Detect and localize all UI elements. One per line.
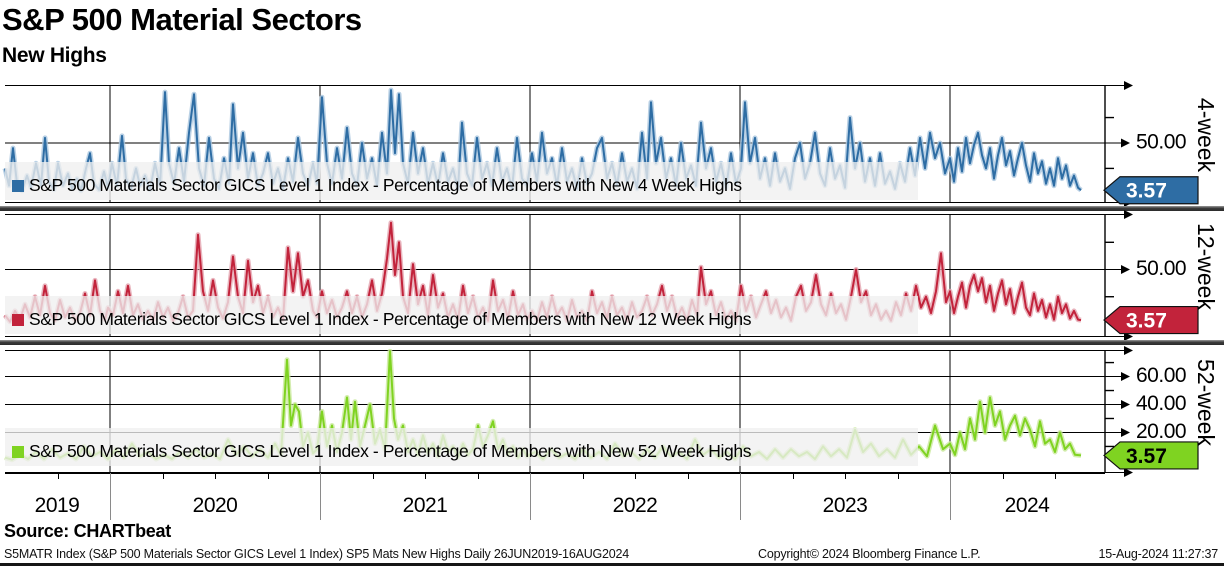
x-tick-label-2023: 2023 <box>822 494 868 517</box>
footer-timestamp: 15-Aug-2024 11:27:37 <box>1098 547 1219 561</box>
quarter-tick <box>687 473 689 479</box>
last-value-badge-52-week <box>1103 441 1199 470</box>
y-tick-label: 50.00 <box>1136 257 1186 280</box>
panel-axis-label-4-week: 4-week <box>1193 98 1219 173</box>
year-separator-line <box>530 473 531 520</box>
quarter-tick <box>477 473 479 479</box>
legend-label-4-week: S&P 500 Materials Sector GICS Level 1 In… <box>29 175 742 195</box>
legend-label-52-week: S&P 500 Materials Sector GICS Level 1 In… <box>29 441 752 461</box>
quarter-tick <box>897 473 899 479</box>
panel-axis-label-12-week: 12-week <box>1193 223 1219 310</box>
bottom-border-bar <box>0 563 1224 566</box>
quarter-tick <box>215 473 216 479</box>
quarter-tick <box>792 473 794 479</box>
quarter-tick <box>1055 473 1056 479</box>
last-value-badge-4-week <box>1103 176 1199 205</box>
y-tick-label: 60.00 <box>1136 364 1186 387</box>
footer-ticker-text: S5MATR Index (S&P 500 Materials Sector G… <box>4 547 630 561</box>
panel-4-week: 50.00 S&P 500 Materials Sector GICS Level… <box>2 81 1219 207</box>
quarter-tick <box>635 473 636 479</box>
panel-12-week: 50.00 S&P 500 Materials Sector GICS Level… <box>3 210 1219 341</box>
x-tick-label-2024: 2024 <box>1004 494 1050 517</box>
x-tick-label-2021: 2021 <box>402 494 448 517</box>
x-tick-label-2019: 2019 <box>34 494 80 517</box>
last-value-text-52-week: 3.57 <box>1126 445 1167 468</box>
legend-marker-12-week <box>12 314 24 326</box>
quarter-tick <box>425 473 426 479</box>
x-tick-label-2022: 2022 <box>612 494 658 517</box>
panel-axis-label-52-week: 52-week <box>1193 359 1219 446</box>
y-tick-label: 50.00 <box>1136 131 1186 154</box>
quarter-tick <box>582 473 584 479</box>
footer-copyright-text: Copyright© 2024 Bloomberg Finance L.P. <box>758 547 981 561</box>
quarter-tick <box>57 473 59 479</box>
y-tick-label: 40.00 <box>1136 392 1186 415</box>
page-title: S&P 500 Material Sectors <box>2 2 362 37</box>
panel-52-week: 60.00 40.00 20.00 S&P 500 Materials Sector … <box>4 346 1219 477</box>
quarter-tick <box>162 473 164 479</box>
year-separator-line <box>110 473 111 520</box>
year-separator-line <box>320 473 321 520</box>
year-separator-line <box>740 473 741 520</box>
last-value-badge-12-week <box>1103 305 1199 335</box>
quarter-tick <box>267 473 269 479</box>
footer: S5MATR Index (S&P 500 Materials Sector G… <box>0 547 1224 563</box>
x-tick-label-2020: 2020 <box>192 494 238 517</box>
legend-label-12-week: S&P 500 Materials Sector GICS Level 1 In… <box>29 309 752 329</box>
y-tick-label: 20.00 <box>1136 420 1186 443</box>
last-value-text-12-week: 3.57 <box>1126 310 1167 333</box>
page-subtitle: New Highs <box>2 44 107 67</box>
last-value-text-4-week: 3.57 <box>1126 180 1167 203</box>
legend-marker-4-week <box>12 180 24 192</box>
legend-marker-52-week <box>12 446 24 458</box>
quarter-tick <box>372 473 374 479</box>
panel-separator <box>0 340 1224 345</box>
quarter-tick <box>1002 473 1004 479</box>
x-axis-line <box>5 473 1105 474</box>
panel-separator <box>0 206 1224 211</box>
quarter-tick <box>845 473 846 479</box>
source-line: Source: CHARTbeat <box>4 521 171 541</box>
year-separator-line <box>950 473 951 520</box>
